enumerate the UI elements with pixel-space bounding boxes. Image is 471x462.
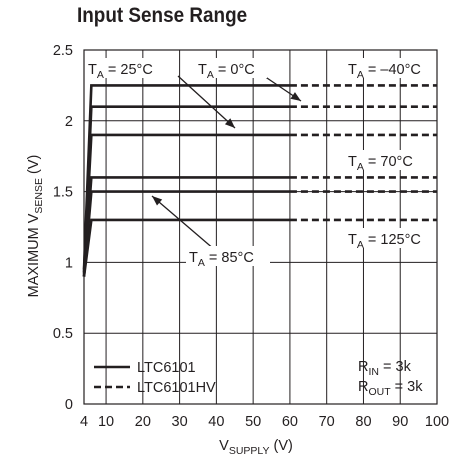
x-tick-label: 90 xyxy=(392,414,408,430)
x-tick-label: 4 xyxy=(80,414,88,430)
legend-label-ltc6101hv: LTC6101HV xyxy=(137,380,216,396)
y-axis-label: MAXIMUM VSENSE (V) xyxy=(26,155,45,298)
arrow-line xyxy=(151,195,216,251)
annotation-arrows xyxy=(151,75,302,251)
series-125C xyxy=(82,218,437,277)
grid xyxy=(83,49,438,405)
annotation-ta-125: TA = 125°C xyxy=(344,228,436,251)
annotation-rin: RIN = 3k xyxy=(358,359,412,378)
plot-frame xyxy=(83,49,438,405)
legend-label-ltc6101: LTC6101 xyxy=(137,360,196,376)
chart-title: Input Sense Range xyxy=(77,4,248,27)
tick-labels: 4 10 20 30 40 50 60 70 80 90 100 0 0.5 1 1.5 2 2.5 xyxy=(53,43,449,430)
x-tick-label: 10 xyxy=(98,414,114,430)
x-tick-label: 60 xyxy=(282,414,298,430)
arrow-line xyxy=(177,75,236,129)
arrow-head xyxy=(290,92,301,101)
annotation-rout: ROUT = 3k xyxy=(358,379,423,398)
x-tick-label: 30 xyxy=(172,414,188,430)
y-tick-label: 1.5 xyxy=(53,185,73,201)
x-tick-label: 40 xyxy=(208,414,224,430)
x-tick-label: 50 xyxy=(245,414,261,430)
svg-text:TA = 85°C: TA = 85°C xyxy=(189,250,254,269)
svg-text:TA = 0°C: TA = 0°C xyxy=(198,62,255,81)
annotation-ta-0: TA = 0°C xyxy=(195,58,267,81)
legend: LTC6101 LTC6101HV xyxy=(94,360,216,396)
arrow-head xyxy=(152,196,163,206)
series-layer xyxy=(82,84,437,277)
annotation-ta-70: TA = 70°C xyxy=(344,150,436,173)
svg-text:RIN = 3k: RIN = 3k xyxy=(358,359,412,378)
x-axis-label: VSUPPLY (V) xyxy=(219,438,293,457)
y-tick-label: 1 xyxy=(65,255,73,271)
x-tick-label: 80 xyxy=(355,414,371,430)
y-tick-label: 0 xyxy=(65,397,73,413)
x-tick-label: 100 xyxy=(425,414,449,430)
svg-text:TA = 25°C: TA = 25°C xyxy=(88,62,153,81)
arrow-head xyxy=(224,118,235,128)
x-tick-label: 70 xyxy=(319,414,335,430)
annotation-ta-minus40: TA = –40°C xyxy=(344,58,436,81)
series-solid-line xyxy=(82,218,290,277)
annotation-ta-85: TA = 85°C xyxy=(186,246,270,269)
svg-text:TA = –40°C: TA = –40°C xyxy=(348,62,421,81)
y-tick-label: 2 xyxy=(65,114,73,130)
svg-text:ROUT = 3k: ROUT = 3k xyxy=(358,379,423,398)
annotation-ta-25: TA = 25°C xyxy=(86,58,164,81)
svg-text:TA = 125°C: TA = 125°C xyxy=(348,232,421,251)
svg-text:TA = 70°C: TA = 70°C xyxy=(348,154,413,173)
x-tick-label: 20 xyxy=(135,414,151,430)
y-tick-label: 0.5 xyxy=(53,326,73,342)
y-tick-label: 2.5 xyxy=(53,43,73,59)
